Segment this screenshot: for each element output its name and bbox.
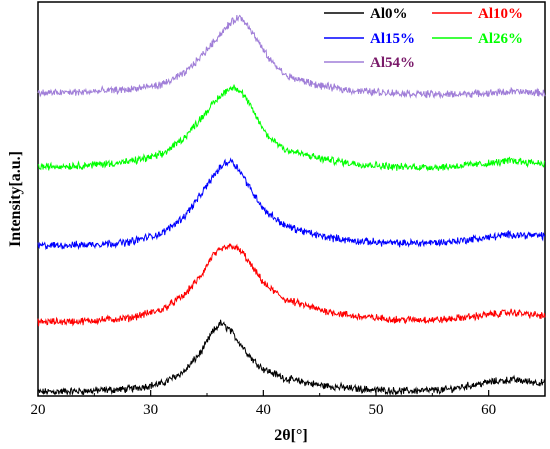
y-axis-title: Intensity[a.u.]	[7, 151, 24, 247]
plot-frame	[37, 1, 546, 397]
legend-label: Al15%	[370, 31, 415, 47]
legend-label: Al10%	[478, 6, 523, 22]
series-line-al54pct	[37, 14, 546, 100]
x-tick-label: 40	[256, 402, 271, 418]
legend-label: Al26%	[478, 31, 523, 47]
x-tick-label: 30	[143, 402, 158, 418]
series-line-al10pct	[37, 243, 546, 327]
x-tick-label: 50	[369, 402, 384, 418]
series-line-al26pct	[37, 84, 546, 172]
legend-label: Al54%	[370, 55, 415, 71]
series-line-al15pct	[37, 157, 546, 251]
x-axis-ticks: 20 30 40 50 60	[31, 390, 496, 418]
x-axis-title: 2θ[°]	[274, 427, 307, 444]
legend: Al0% Al10% Al15% Al26% Al54%	[324, 6, 523, 71]
series-layer	[37, 14, 546, 397]
legend-label: Al0%	[370, 6, 408, 22]
x-tick-label: 20	[31, 402, 46, 418]
series-line-al0pct	[37, 319, 546, 397]
x-tick-label: 60	[481, 402, 496, 418]
